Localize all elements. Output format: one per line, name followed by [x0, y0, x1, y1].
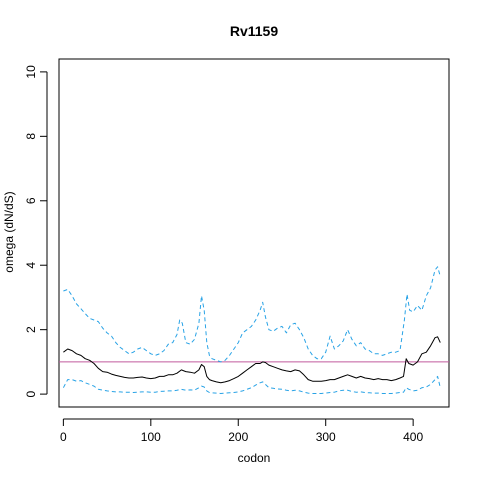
- x-tick-label: 200: [228, 430, 248, 444]
- x-tick-label: 0: [60, 430, 67, 444]
- y-tick-label: 6: [24, 197, 38, 204]
- y-tick-label: 4: [24, 262, 38, 269]
- x-tick-label: 100: [141, 430, 161, 444]
- y-axis: 0 2 4 6 8 10: [24, 65, 48, 397]
- y-tick-label: 8: [24, 133, 38, 140]
- x-tick-label: 300: [316, 430, 336, 444]
- x-axis-label: codon: [238, 451, 271, 465]
- upper-ci-line: [63, 266, 441, 363]
- x-tick-label: 400: [403, 430, 423, 444]
- y-tick-label: 10: [24, 65, 38, 79]
- chart-title: Rv1159: [230, 23, 278, 39]
- y-tick-label: 0: [24, 390, 38, 397]
- lower-ci-line: [62, 375, 441, 394]
- plot-area: [58, 58, 450, 408]
- y-axis-label: omega (dN/dS): [2, 191, 16, 272]
- y-tick-label: 2: [24, 326, 38, 333]
- x-axis: 0 100 200 300 400: [60, 418, 423, 444]
- omega-mean-line: [63, 336, 441, 384]
- plot-frame: [58, 58, 450, 408]
